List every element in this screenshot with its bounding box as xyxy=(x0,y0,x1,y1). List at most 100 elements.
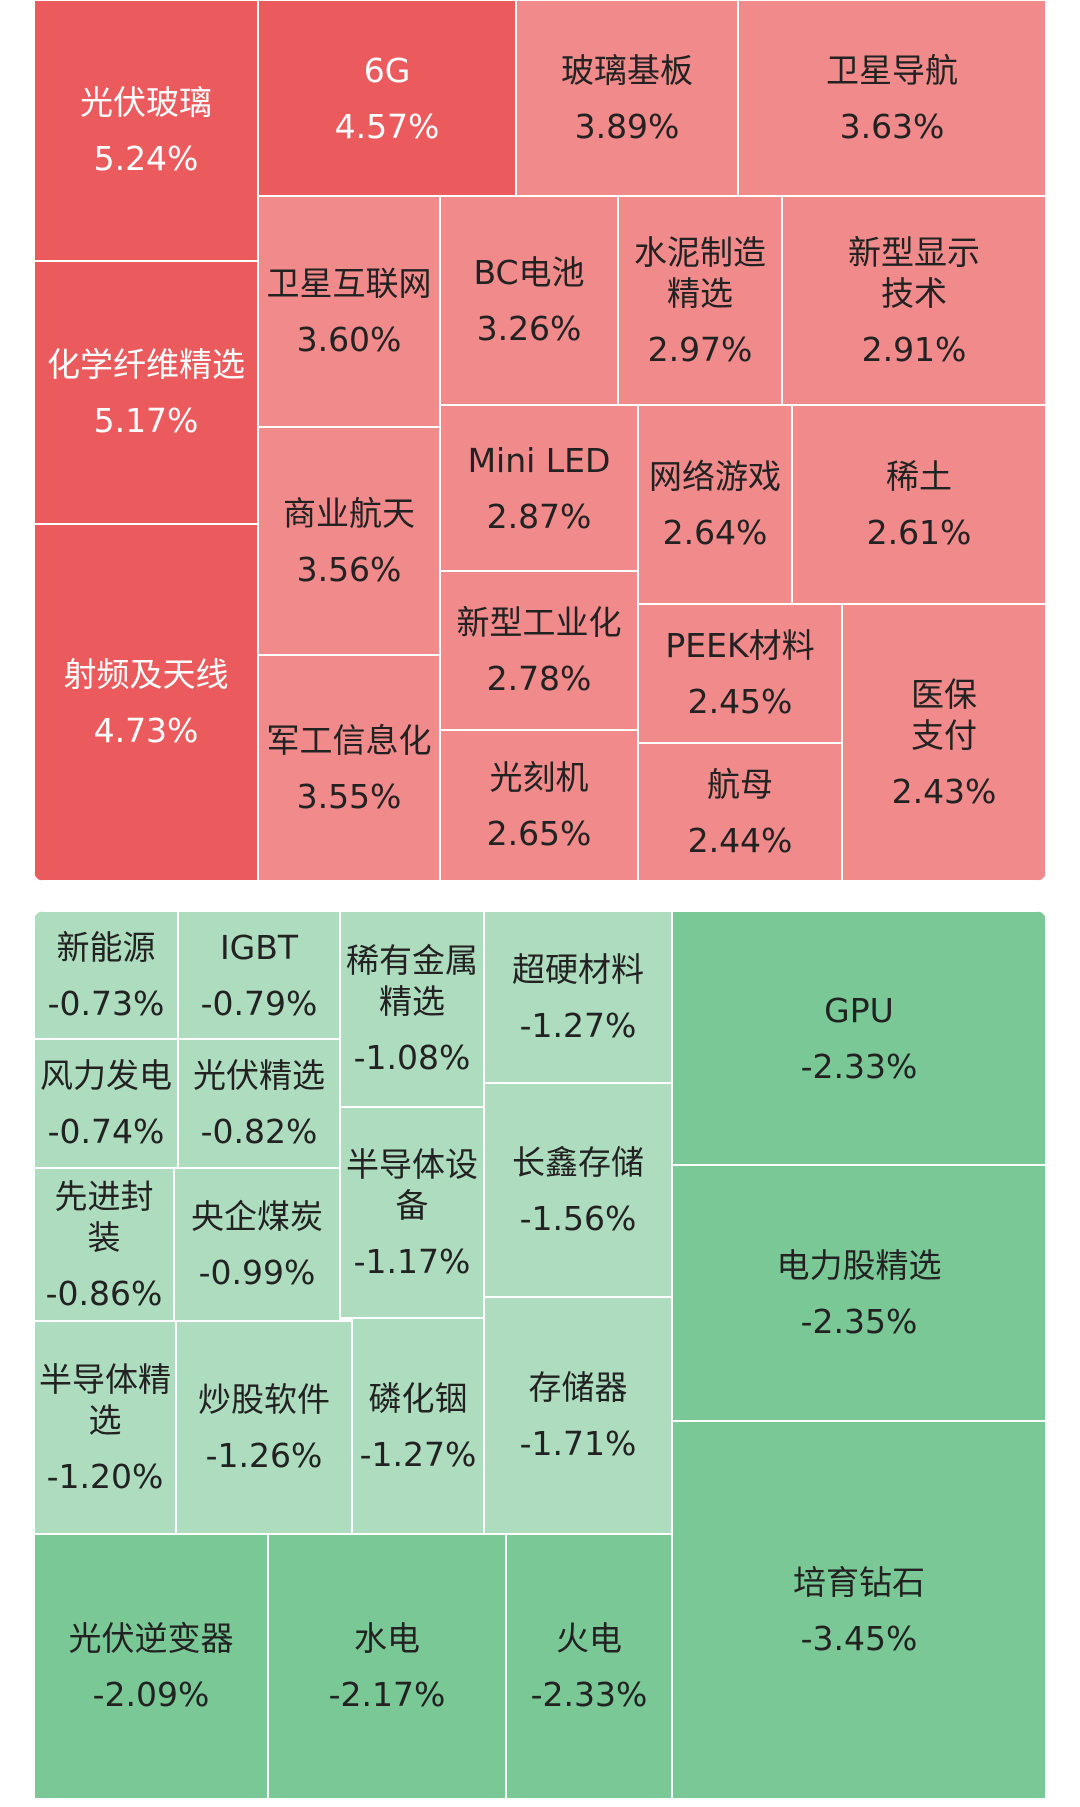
tile-change: -1.17% xyxy=(353,1241,471,1281)
treemap-tile[interactable]: 稀有金属 精选 -1.08% xyxy=(340,911,484,1107)
tile-name: 培育钻石 xyxy=(793,1562,925,1602)
tile-change: 3.55% xyxy=(296,776,402,816)
tile-change: 2.44% xyxy=(687,820,793,860)
tile-name: 网络游戏 xyxy=(649,457,781,496)
tile-name: 水电 xyxy=(354,1619,420,1658)
tile-change: -1.20% xyxy=(46,1456,164,1496)
tile-name: 超硬材料 xyxy=(512,949,644,989)
tile-name: PEEK材料 xyxy=(665,626,815,665)
tile-name: 6G xyxy=(363,50,411,90)
tile-change: -2.17% xyxy=(328,1675,446,1714)
tile-name: 磷化铟 xyxy=(368,1378,468,1418)
tile-name: 射频及天线 xyxy=(63,655,229,694)
treemap-tile[interactable]: GPU -2.33% xyxy=(672,911,1046,1165)
tile-change: 2.87% xyxy=(486,496,592,536)
tile-change: -1.71% xyxy=(519,1424,637,1463)
tile-name: 电力股精选 xyxy=(776,1245,942,1285)
treemap-tile[interactable]: BC电池 3.26% xyxy=(440,196,618,405)
treemap-tile[interactable]: 半导体精 选 -1.20% xyxy=(34,1321,176,1534)
tile-change: 4.57% xyxy=(334,106,440,146)
treemap-tile[interactable]: 炒股软件 -1.26% xyxy=(176,1321,352,1534)
tile-name: 卫星互联网 xyxy=(266,264,432,303)
tile-change: 2.45% xyxy=(687,682,793,721)
tile-change: -3.45% xyxy=(800,1618,918,1658)
tile-change: -2.09% xyxy=(92,1675,210,1714)
tile-change: -1.26% xyxy=(205,1436,323,1475)
tile-change: 3.60% xyxy=(296,320,402,359)
treemap-tile[interactable]: IGBT -0.79% xyxy=(178,911,340,1039)
tile-change: -0.73% xyxy=(47,983,165,1023)
treemap-tile[interactable]: 商业航天 3.56% xyxy=(258,427,440,655)
tile-name: 稀土 xyxy=(886,457,952,496)
treemap-tile[interactable]: 水电 -2.17% xyxy=(268,1534,506,1799)
tile-change: 2.65% xyxy=(486,814,592,853)
treemap-tile[interactable]: 超硬材料 -1.27% xyxy=(484,911,672,1083)
treemap-tile[interactable]: 网络游戏 2.64% xyxy=(638,405,792,604)
tile-name: IGBT xyxy=(219,927,299,967)
tile-name: 新能源 xyxy=(56,927,156,967)
treemap-tile[interactable]: 培育钻石 -3.45% xyxy=(672,1421,1046,1799)
treemap-tile[interactable]: 光伏玻璃 5.24% xyxy=(34,0,258,261)
treemap-tile[interactable]: PEEK材料 2.45% xyxy=(638,604,842,743)
tile-name: 军工信息化 xyxy=(266,720,432,760)
treemap-tile[interactable]: 新能源 -0.73% xyxy=(34,911,178,1039)
tile-name: BC电池 xyxy=(473,253,585,292)
treemap-tile[interactable]: 半导体设 备 -1.17% xyxy=(340,1107,484,1318)
tile-name: 水泥制造 精选 xyxy=(634,232,766,313)
treemap-tile[interactable]: 长鑫存储 -1.56% xyxy=(484,1083,672,1297)
tile-name: 稀有金属 精选 xyxy=(346,941,478,1021)
tile-name: 航母 xyxy=(707,764,773,804)
tile-name: 长鑫存储 xyxy=(512,1142,644,1182)
tile-name: 风力发电 xyxy=(40,1056,172,1095)
treemap-tile[interactable]: 光伏逆变器 -2.09% xyxy=(34,1534,268,1799)
tile-name: 新型工业化 xyxy=(456,603,622,642)
treemap-tile[interactable]: 航母 2.44% xyxy=(638,743,842,881)
treemap-tile[interactable]: Mini LED 2.87% xyxy=(440,405,638,571)
tile-change: 2.64% xyxy=(662,513,768,552)
treemap-tile[interactable]: 稀土 2.61% xyxy=(792,405,1046,604)
treemap-tile[interactable]: 先进封装 -0.86% xyxy=(34,1168,174,1321)
tile-change: 5.24% xyxy=(93,139,199,178)
tile-name: 存储器 xyxy=(528,1368,628,1407)
treemap-tile[interactable]: 卫星互联网 3.60% xyxy=(258,196,440,427)
tile-change: -1.56% xyxy=(519,1198,637,1238)
tile-name: 火电 xyxy=(556,1619,622,1658)
tile-change: -1.08% xyxy=(353,1038,471,1077)
tile-change: -0.74% xyxy=(47,1112,165,1151)
tile-change: -0.86% xyxy=(45,1273,163,1313)
treemap-tile[interactable]: 新型工业化 2.78% xyxy=(440,571,638,730)
treemap-tile[interactable]: 6G 4.57% xyxy=(258,0,516,196)
treemap-tile[interactable]: 水泥制造 精选 2.97% xyxy=(618,196,782,405)
losers-treemap: 新能源 -0.73% IGBT -0.79% 稀有金属 精选 -1.08% 超硬材料 -1.2… xyxy=(34,911,1046,1799)
tile-change: 2.61% xyxy=(866,513,972,552)
treemap-tile[interactable]: 光刻机 2.65% xyxy=(440,730,638,881)
treemap-tile[interactable]: 央企煤炭 -0.99% xyxy=(174,1168,340,1321)
tile-change: -1.27% xyxy=(519,1005,637,1045)
tile-name: 新型显示 技术 xyxy=(848,232,980,313)
treemap-tile[interactable]: 磷化铟 -1.27% xyxy=(352,1318,484,1534)
treemap-tile[interactable]: 玻璃基板 3.89% xyxy=(516,0,738,196)
treemap-tile[interactable]: 火电 -2.33% xyxy=(506,1534,672,1799)
tile-name: Mini LED xyxy=(467,440,611,480)
tile-name: 半导体设 备 xyxy=(346,1144,478,1225)
treemap-tile[interactable]: 电力股精选 -2.35% xyxy=(672,1165,1046,1421)
treemap-tile[interactable]: 射频及天线 4.73% xyxy=(34,524,258,881)
treemap-tile[interactable]: 军工信息化 3.55% xyxy=(258,655,440,881)
tile-name: 光伏逆变器 xyxy=(68,1619,234,1658)
treemap-tile[interactable]: 医保 支付 2.43% xyxy=(842,604,1046,881)
tile-name: 卫星导航 xyxy=(826,50,958,90)
tile-name: 商业航天 xyxy=(283,493,415,533)
tile-name: 炒股软件 xyxy=(198,1380,330,1419)
tile-change: 3.63% xyxy=(839,106,945,146)
treemap-tile[interactable]: 光伏精选 -0.82% xyxy=(178,1039,340,1168)
tile-change: 2.78% xyxy=(486,659,592,698)
treemap-tile[interactable]: 化学纤维精选 5.17% xyxy=(34,261,258,524)
treemap-tile[interactable]: 存储器 -1.71% xyxy=(484,1297,672,1534)
treemap-tile[interactable]: 风力发电 -0.74% xyxy=(34,1039,178,1168)
tile-name: 化学纤维精选 xyxy=(47,345,245,384)
treemap-tile[interactable]: 新型显示 技术 2.91% xyxy=(782,196,1046,405)
treemap-tile[interactable]: 卫星导航 3.63% xyxy=(738,0,1046,196)
tile-change: -2.33% xyxy=(800,1046,918,1086)
gainers-treemap: 光伏玻璃 5.24% 化学纤维精选 5.17% 射频及天线 4.73% 6G 4.57% 玻璃基… xyxy=(34,0,1046,881)
tile-change: 3.26% xyxy=(476,309,582,348)
